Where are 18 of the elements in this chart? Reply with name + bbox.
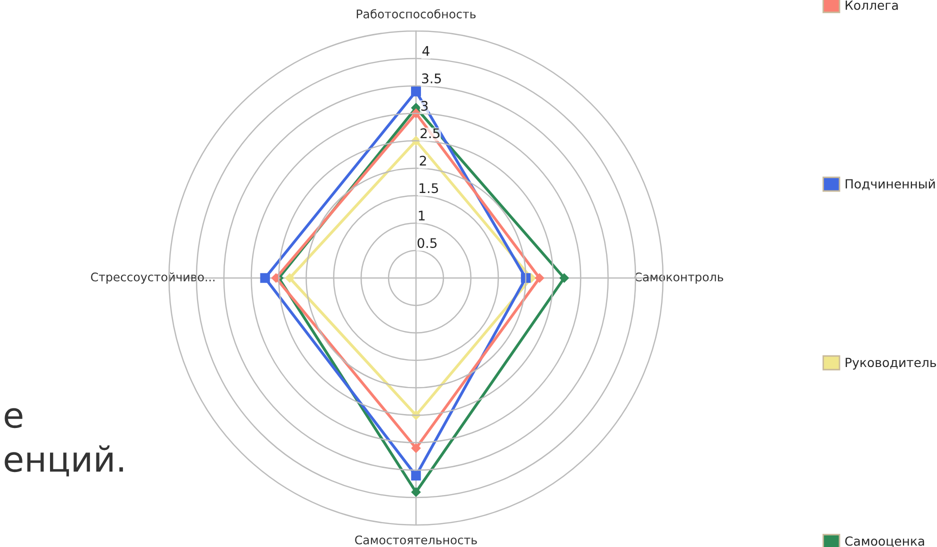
legend-label: Руководитель: [846, 358, 936, 370]
y-tick-label: 3.5: [422, 73, 441, 84]
spoke-label: Самостоятельность: [355, 535, 477, 544]
y-tick-label: 2.5: [420, 128, 440, 138]
y-tick-label: 0.5: [418, 238, 437, 248]
y-tick-label: 2: [420, 156, 426, 166]
spoke-label: Самоконтроль: [634, 272, 724, 284]
spoke-label: Работоспособность: [356, 9, 476, 18]
legend-label: Самооценка: [845, 536, 924, 547]
text: енций.: [4, 445, 123, 476]
legend-label: Подчиненный: [846, 178, 935, 190]
y-tick-label: 1: [418, 210, 425, 220]
spoke-label: Стрессоустойчиво...: [90, 272, 214, 284]
y-tick-label: 4: [422, 46, 430, 56]
y-tick-label: 3: [421, 100, 428, 111]
text: е: [4, 408, 22, 428]
y-tick-label: 1.5: [420, 183, 438, 194]
legend-label: Коллега: [846, 0, 898, 10]
